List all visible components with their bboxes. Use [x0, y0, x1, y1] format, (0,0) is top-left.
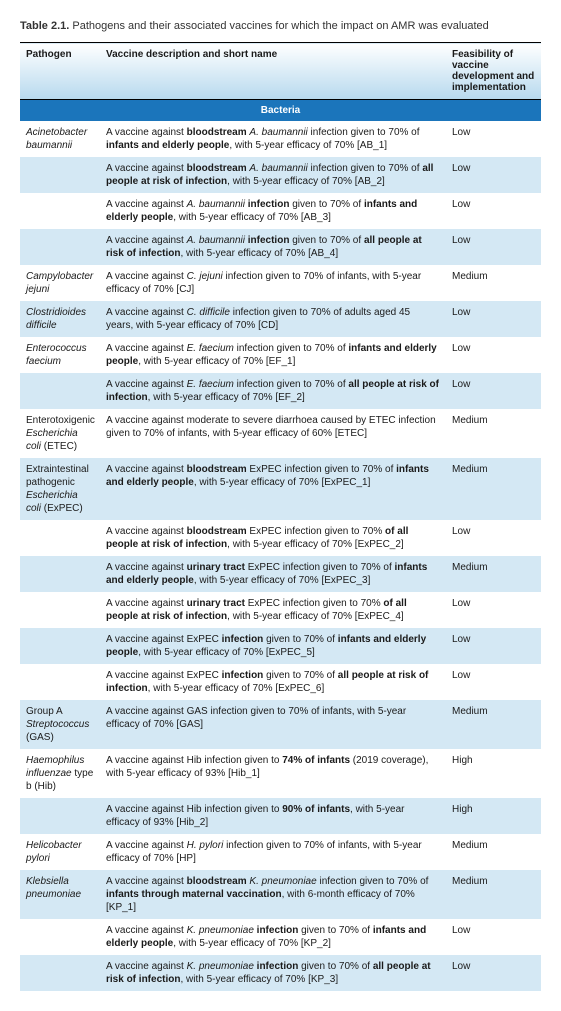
- col-description: Vaccine description and short name: [100, 43, 446, 100]
- table-row: A vaccine against bloodstream ExPEC infe…: [20, 520, 541, 556]
- description-cell: A vaccine against moderate to severe dia…: [100, 409, 446, 458]
- header-row: Pathogen Vaccine description and short n…: [20, 43, 541, 100]
- pathogen-cell: Enterotoxigenic Escherichia coli (ETEC): [20, 409, 100, 458]
- pathogen-cell: [20, 520, 100, 556]
- feasibility-cell: Medium: [446, 700, 541, 749]
- pathogen-cell: Helicobacter pylori: [20, 834, 100, 870]
- pathogen-cell: Group A Streptococcus (GAS): [20, 700, 100, 749]
- description-cell: A vaccine against bloodstream A. baumann…: [100, 157, 446, 193]
- feasibility-cell: Low: [446, 955, 541, 991]
- feasibility-cell: Low: [446, 592, 541, 628]
- col-feasibility: Feasibility of vaccine development and i…: [446, 43, 541, 100]
- pathogen-cell: [20, 556, 100, 592]
- feasibility-cell: Medium: [446, 409, 541, 458]
- pathogen-cell: [20, 229, 100, 265]
- feasibility-cell: High: [446, 798, 541, 834]
- feasibility-cell: Low: [446, 628, 541, 664]
- feasibility-cell: Low: [446, 373, 541, 409]
- pathogen-cell: [20, 157, 100, 193]
- pathogen-cell: [20, 798, 100, 834]
- description-cell: A vaccine against C. jejuni infection gi…: [100, 265, 446, 301]
- table-row: A vaccine against urinary tract ExPEC in…: [20, 592, 541, 628]
- feasibility-cell: Low: [446, 229, 541, 265]
- pathogen-cell: [20, 628, 100, 664]
- feasibility-cell: Medium: [446, 265, 541, 301]
- feasibility-cell: Medium: [446, 458, 541, 520]
- description-cell: A vaccine against Hib infection given to…: [100, 798, 446, 834]
- description-cell: A vaccine against GAS infection given to…: [100, 700, 446, 749]
- feasibility-cell: Low: [446, 337, 541, 373]
- pathogen-cell: [20, 664, 100, 700]
- table-row: Group A Streptococcus (GAS)A vaccine aga…: [20, 700, 541, 749]
- table-row: Enterotoxigenic Escherichia coli (ETEC)A…: [20, 409, 541, 458]
- description-cell: A vaccine against A. baumannii infection…: [100, 229, 446, 265]
- table-row: A vaccine against ExPEC infection given …: [20, 664, 541, 700]
- description-cell: A vaccine against Hib infection given to…: [100, 749, 446, 798]
- description-cell: A vaccine against urinary tract ExPEC in…: [100, 592, 446, 628]
- table-row: Helicobacter pyloriA vaccine against H. …: [20, 834, 541, 870]
- table-row: Campylobacter jejuniA vaccine against C.…: [20, 265, 541, 301]
- table-row: Clostridioides difficileA vaccine agains…: [20, 301, 541, 337]
- feasibility-cell: Low: [446, 919, 541, 955]
- pathogen-cell: [20, 955, 100, 991]
- table-row: A vaccine against A. baumannii infection…: [20, 193, 541, 229]
- col-pathogen: Pathogen: [20, 43, 100, 100]
- pathogen-cell: Klebsiella pneumoniae: [20, 870, 100, 919]
- section-row: Bacteria: [20, 100, 541, 122]
- table-number: Table 2.1.: [20, 20, 69, 32]
- description-cell: A vaccine against urinary tract ExPEC in…: [100, 556, 446, 592]
- table-row: Klebsiella pneumoniaeA vaccine against b…: [20, 870, 541, 919]
- description-cell: A vaccine against bloodstream ExPEC infe…: [100, 458, 446, 520]
- feasibility-cell: Low: [446, 520, 541, 556]
- feasibility-cell: Medium: [446, 556, 541, 592]
- table-title: Table 2.1. Pathogens and their associate…: [20, 20, 541, 32]
- table-row: A vaccine against Hib infection given to…: [20, 798, 541, 834]
- table-row: A vaccine against K. pneumoniae infectio…: [20, 955, 541, 991]
- feasibility-cell: Low: [446, 193, 541, 229]
- description-cell: A vaccine against K. pneumoniae infectio…: [100, 955, 446, 991]
- table-caption: Pathogens and their associated vaccines …: [69, 20, 488, 32]
- description-cell: A vaccine against E. faecium infection g…: [100, 337, 446, 373]
- feasibility-cell: Medium: [446, 834, 541, 870]
- feasibility-cell: High: [446, 749, 541, 798]
- pathogen-cell: [20, 193, 100, 229]
- pathogen-cell: [20, 592, 100, 628]
- pathogen-cell: Acinetobacter baumannii: [20, 121, 100, 157]
- description-cell: A vaccine against H. pylori infection gi…: [100, 834, 446, 870]
- feasibility-cell: Low: [446, 664, 541, 700]
- description-cell: A vaccine against bloodstream K. pneumon…: [100, 870, 446, 919]
- table-row: Enterococcus faeciumA vaccine against E.…: [20, 337, 541, 373]
- description-cell: A vaccine against C. difficile infection…: [100, 301, 446, 337]
- description-cell: A vaccine against ExPEC infection given …: [100, 664, 446, 700]
- section-label: Bacteria: [20, 100, 541, 122]
- table-row: A vaccine against urinary tract ExPEC in…: [20, 556, 541, 592]
- description-cell: A vaccine against bloodstream ExPEC infe…: [100, 520, 446, 556]
- table-row: A vaccine against bloodstream A. baumann…: [20, 157, 541, 193]
- vaccine-table: Pathogen Vaccine description and short n…: [20, 42, 541, 991]
- pathogen-cell: [20, 919, 100, 955]
- description-cell: A vaccine against A. baumannii infection…: [100, 193, 446, 229]
- feasibility-cell: Low: [446, 121, 541, 157]
- pathogen-cell: [20, 373, 100, 409]
- feasibility-cell: Low: [446, 157, 541, 193]
- description-cell: A vaccine against K. pneumoniae infectio…: [100, 919, 446, 955]
- description-cell: A vaccine against bloodstream A. baumann…: [100, 121, 446, 157]
- pathogen-cell: Haemophilus influenzae type b (Hib): [20, 749, 100, 798]
- feasibility-cell: Low: [446, 301, 541, 337]
- table-row: Acinetobacter baumanniiA vaccine against…: [20, 121, 541, 157]
- feasibility-cell: Medium: [446, 870, 541, 919]
- description-cell: A vaccine against ExPEC infection given …: [100, 628, 446, 664]
- table-row: A vaccine against A. baumannii infection…: [20, 229, 541, 265]
- pathogen-cell: Clostridioides difficile: [20, 301, 100, 337]
- description-cell: A vaccine against E. faecium infection g…: [100, 373, 446, 409]
- pathogen-cell: Campylobacter jejuni: [20, 265, 100, 301]
- pathogen-cell: Enterococcus faecium: [20, 337, 100, 373]
- table-row: A vaccine against K. pneumoniae infectio…: [20, 919, 541, 955]
- table-row: A vaccine against E. faecium infection g…: [20, 373, 541, 409]
- table-row: A vaccine against ExPEC infection given …: [20, 628, 541, 664]
- table-row: Extraintestinal pathogenic Escherichia c…: [20, 458, 541, 520]
- pathogen-cell: Extraintestinal pathogenic Escherichia c…: [20, 458, 100, 520]
- table-row: Haemophilus influenzae type b (Hib)A vac…: [20, 749, 541, 798]
